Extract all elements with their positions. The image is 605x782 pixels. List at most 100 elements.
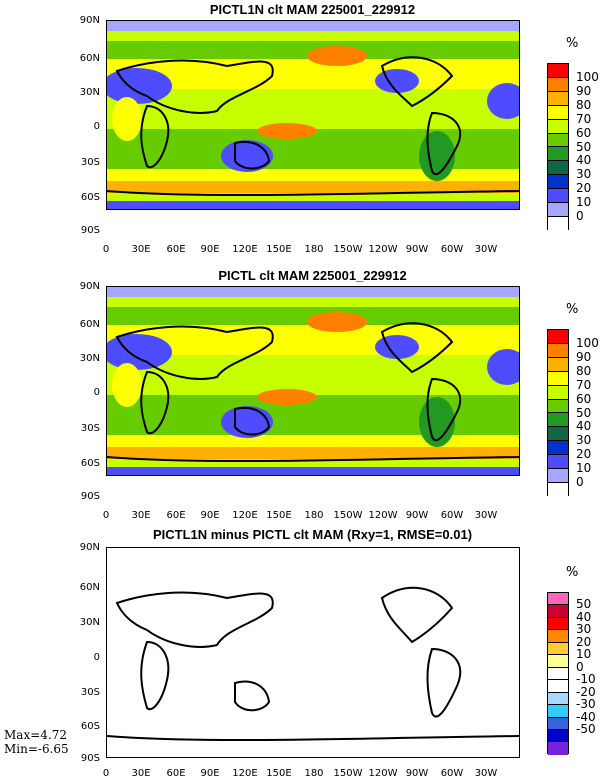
lat-label: 60N — [79, 582, 100, 593]
lon-label: 150W — [333, 768, 363, 779]
colorbar-label: 40 — [576, 153, 592, 168]
colorbar-label: -10 — [576, 672, 596, 687]
colorbar-label: 40 — [576, 419, 592, 434]
panel-1-map — [106, 20, 520, 210]
colorbar-label: -40 — [576, 709, 596, 724]
panel-3-title: PICTL1N minus PICTL clt MAM (Rxy=1, RMSE… — [152, 527, 473, 542]
lon-label: 150W — [333, 510, 363, 521]
colorbar-label: 30 — [576, 167, 592, 182]
lat-label: 0 — [93, 387, 100, 398]
colorbar-swatch — [548, 630, 568, 643]
lon-label: 90W — [405, 768, 429, 779]
lon-label: 90W — [405, 510, 429, 521]
colorbar-label: 10 — [576, 461, 592, 476]
lon-label: 120W — [368, 244, 398, 255]
colorbar-label: 50 — [576, 597, 592, 612]
colorbar-label: 40 — [576, 609, 592, 624]
colorbar-swatch — [548, 729, 568, 743]
colorbar-swatch — [548, 441, 568, 456]
colorbar-swatch — [548, 64, 568, 78]
colorbar-swatch — [548, 692, 568, 706]
colorbar-label: 100 — [576, 335, 599, 350]
colorbar-label: 70 — [576, 377, 592, 392]
colorbar-label: 50 — [576, 405, 592, 420]
colorbar-swatch — [548, 667, 568, 681]
colorbar-swatch — [548, 742, 568, 755]
colorbar-swatch — [548, 455, 568, 470]
colorbar-swatch — [548, 119, 568, 134]
lat-label: 60S — [80, 192, 100, 203]
lat-label: 30N — [79, 87, 100, 98]
colorbar-label: 60 — [576, 125, 592, 140]
colorbar-1 — [547, 63, 569, 231]
colorbar-swatch — [548, 413, 568, 428]
lon-label: 60E — [166, 244, 186, 255]
lon-label: 180 — [304, 768, 324, 779]
colorbar-label: 30 — [576, 622, 592, 637]
lon-label: 30W — [474, 510, 498, 521]
colorbar-swatch — [548, 371, 568, 386]
lon-label: 60E — [166, 768, 186, 779]
lat-label: 60N — [79, 53, 100, 64]
colorbar-swatch — [548, 717, 568, 730]
lat-label: 60S — [80, 458, 100, 469]
colorbar-swatch — [548, 216, 568, 231]
panel-3-map — [106, 547, 520, 758]
lon-label: 0 — [102, 244, 110, 255]
colorbar-label: 80 — [576, 363, 592, 378]
max-stat: Max=4.72 — [4, 728, 67, 742]
lon-label: 120E — [232, 768, 258, 779]
lon-label: 90W — [405, 244, 429, 255]
lon-label: 150W — [333, 244, 363, 255]
colorbar-swatch — [548, 91, 568, 106]
colorbar-label: 50 — [576, 139, 592, 154]
lon-label: 30W — [474, 244, 498, 255]
lat-label: 30S — [80, 423, 100, 434]
colorbar-swatch — [548, 77, 568, 92]
lat-label: 30S — [80, 687, 100, 698]
lon-label: 60E — [166, 510, 186, 521]
lat-label: 90S — [80, 491, 100, 502]
panel-2-map — [106, 286, 520, 476]
lon-label: 150E — [266, 244, 292, 255]
lon-label: 150E — [266, 510, 292, 521]
lon-label: 0 — [102, 510, 110, 521]
colorbar-swatch — [548, 617, 568, 631]
colorbar-label: 10 — [576, 647, 592, 662]
colorbar-label: 10 — [576, 195, 592, 210]
lon-label: 180 — [304, 244, 324, 255]
lat-label: 0 — [93, 652, 100, 663]
lon-label: 90E — [200, 510, 220, 521]
colorbar-swatch — [548, 427, 568, 442]
clt-field-1 — [107, 21, 519, 209]
colorbar-label: 20 — [576, 447, 592, 462]
colorbar-3 — [547, 592, 569, 755]
colorbar-label: 80 — [576, 97, 592, 112]
colorbar-label: 90 — [576, 349, 592, 364]
colorbar-swatch — [548, 343, 568, 358]
lon-label: 120W — [368, 768, 398, 779]
lon-label: 30E — [131, 244, 151, 255]
lon-label: 180 — [304, 510, 324, 521]
colorbar-2 — [547, 329, 569, 497]
lon-label: 90E — [200, 244, 220, 255]
panel-2-unit: % — [566, 302, 579, 317]
lon-label: 60W — [440, 244, 464, 255]
colorbar-label: 30 — [576, 433, 592, 448]
colorbar-label: 90 — [576, 83, 592, 98]
lon-label: 30W — [474, 768, 498, 779]
lon-label: 120E — [232, 244, 258, 255]
clt-field-2 — [107, 287, 519, 475]
lat-label: 90N — [79, 15, 100, 26]
colorbar-swatch — [548, 482, 568, 497]
lon-label: 120E — [232, 510, 258, 521]
lat-label: 30N — [79, 617, 100, 628]
lon-label: 150E — [266, 768, 292, 779]
lon-label: 0 — [102, 768, 110, 779]
colorbar-swatch — [548, 175, 568, 190]
colorbar-swatch — [548, 357, 568, 372]
colorbar-swatch — [548, 330, 568, 344]
colorbar-swatch — [548, 203, 568, 217]
colorbar-swatch — [548, 147, 568, 162]
panel-1-unit: % — [566, 36, 579, 51]
